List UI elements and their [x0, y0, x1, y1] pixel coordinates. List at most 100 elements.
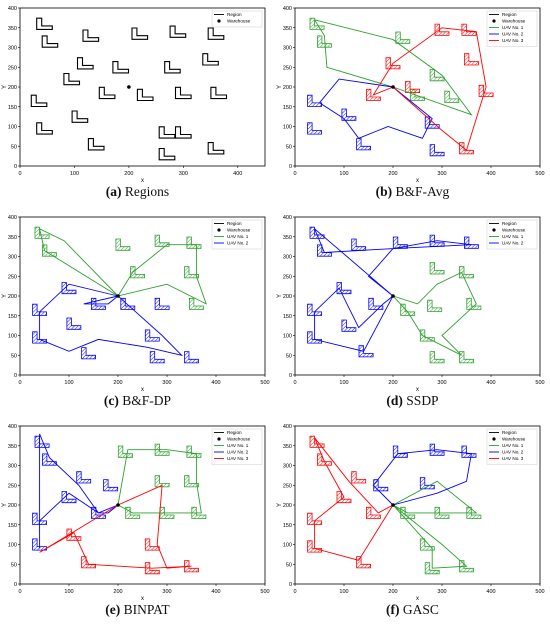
panel-b: 0 100 200 300 400 500 0 50 100 150 200 250 300 350 400… — [275, 0, 550, 209]
region-9 — [154, 443, 170, 456]
region-15 — [356, 138, 371, 151]
series-path-0 — [313, 19, 473, 116]
caption-f: (f) GASC — [275, 602, 550, 618]
y-tick-label: 200 — [283, 294, 292, 300]
legend-label: Region — [227, 12, 242, 17]
legend-box — [211, 10, 263, 28]
legend-label: UAV No. 3 — [227, 456, 249, 461]
caption-e-text: BINPAT — [123, 602, 170, 617]
region-3 — [103, 479, 119, 492]
chart-d: 0 100 200 300 400 500 0 50 100 150 200 250 300 350 400… — [277, 215, 545, 393]
region-19 — [459, 351, 474, 364]
caption-e: (e) BINPAT — [0, 602, 275, 618]
region-13 — [400, 506, 416, 519]
region-15 — [427, 299, 443, 312]
panel-a: 0 100 200 300 400 0 50 100 150 200 250 300 350 400 x Y R… — [0, 0, 275, 209]
x-tick-label: 200 — [124, 171, 133, 177]
region-10 — [461, 445, 477, 458]
legend-label: UAV No. 2 — [227, 450, 249, 455]
x-tick-label: 100 — [64, 380, 73, 386]
chart-b: 0 100 200 300 400 500 0 50 100 150 200 250 300 350 400… — [277, 6, 545, 184]
panel-e: 0 100 200 300 400 500 0 50 100 150 200 250 300 350 400… — [0, 418, 275, 627]
x-axis-label: x — [141, 596, 144, 602]
region-2 — [115, 238, 131, 251]
legend-box — [211, 219, 263, 250]
legend-label: Warehouse — [502, 228, 526, 233]
caption-c-text: B&F-DP — [122, 393, 172, 408]
caption-c: (c) B&F-DP — [0, 393, 275, 409]
region-8 — [61, 282, 77, 295]
region-2 — [366, 88, 381, 101]
region-0 — [34, 226, 50, 239]
legend-label: Warehouse — [227, 437, 251, 442]
region-12 — [307, 94, 322, 107]
x-tick-label: 200 — [113, 380, 122, 386]
caption-b: (b) B&F-Avg — [275, 184, 550, 200]
x-tick-label: 0 — [293, 380, 296, 386]
y-tick-label: 100 — [8, 334, 17, 340]
region-12 — [32, 303, 47, 316]
caption-c-label: (c) — [103, 393, 119, 408]
x-tick-label: 300 — [162, 589, 171, 595]
x-tick-label: 300 — [437, 171, 446, 177]
y-tick-label: 300 — [283, 255, 292, 261]
region-5 — [307, 512, 322, 525]
caption-d: (d) SSDP — [275, 393, 550, 409]
region-12 — [429, 262, 445, 275]
x-axis-label: x — [416, 178, 419, 184]
region-4 — [186, 236, 202, 249]
x-axis-label: x — [416, 596, 419, 602]
y-tick-label: 350 — [8, 444, 17, 450]
y-tick-label: 350 — [283, 235, 292, 241]
warehouse-marker — [127, 85, 131, 89]
x-axis-label: x — [416, 387, 419, 393]
legend-label: Warehouse — [227, 19, 251, 24]
region-5 — [184, 266, 199, 279]
region-4 — [169, 25, 187, 38]
y-tick-label: 350 — [8, 235, 17, 241]
region-16 — [144, 329, 160, 342]
region-19 — [144, 562, 160, 575]
region-17 — [424, 562, 440, 575]
region-6 — [32, 512, 47, 525]
legend-label: Warehouse — [227, 228, 251, 233]
legend-marker — [492, 228, 496, 232]
region-4 — [429, 234, 445, 247]
warehouse-marker — [391, 294, 395, 298]
region-13 — [125, 506, 141, 519]
region-9 — [202, 53, 219, 66]
region-0 — [309, 226, 325, 239]
caption-a-text: Regions — [124, 184, 170, 199]
legend-label: Region — [227, 430, 242, 435]
region-17 — [149, 351, 165, 364]
y-tick-label: 50 — [286, 353, 292, 359]
region-19 — [405, 81, 421, 93]
panel-f: 0 100 200 300 400 500 0 50 100 150 200 250 300 350 400… — [275, 418, 550, 627]
y-tick-label: 200 — [8, 294, 17, 300]
x-tick-label: 200 — [388, 171, 397, 177]
x-tick-label: 400 — [233, 171, 242, 177]
region-20 — [184, 560, 199, 573]
y-tick-label: 300 — [8, 46, 17, 52]
legend-label: UAV No. 3 — [502, 38, 524, 43]
region-2 — [82, 29, 100, 42]
x-tick-label: 200 — [388, 589, 397, 595]
legend-label: UAV No. 1 — [227, 443, 249, 448]
region-1 — [317, 35, 332, 48]
region-3 — [154, 234, 170, 247]
x-tick-label: 100 — [64, 589, 73, 595]
y-tick-label: 100 — [8, 125, 17, 131]
x-tick-label: 500 — [535, 589, 544, 595]
y-tick-label: 200 — [8, 85, 17, 91]
y-tick-label: 400 — [283, 215, 292, 221]
region-14 — [434, 506, 450, 519]
legend-label: UAV No. 3 — [502, 456, 524, 461]
region-15 — [30, 94, 48, 108]
region-13 — [66, 317, 82, 330]
plot-frame — [19, 7, 266, 167]
y-axis-label: Y — [277, 503, 283, 507]
series-path-0 — [392, 271, 477, 356]
legend-marker — [492, 437, 496, 441]
region-17 — [419, 329, 435, 342]
region-12 — [419, 477, 435, 490]
